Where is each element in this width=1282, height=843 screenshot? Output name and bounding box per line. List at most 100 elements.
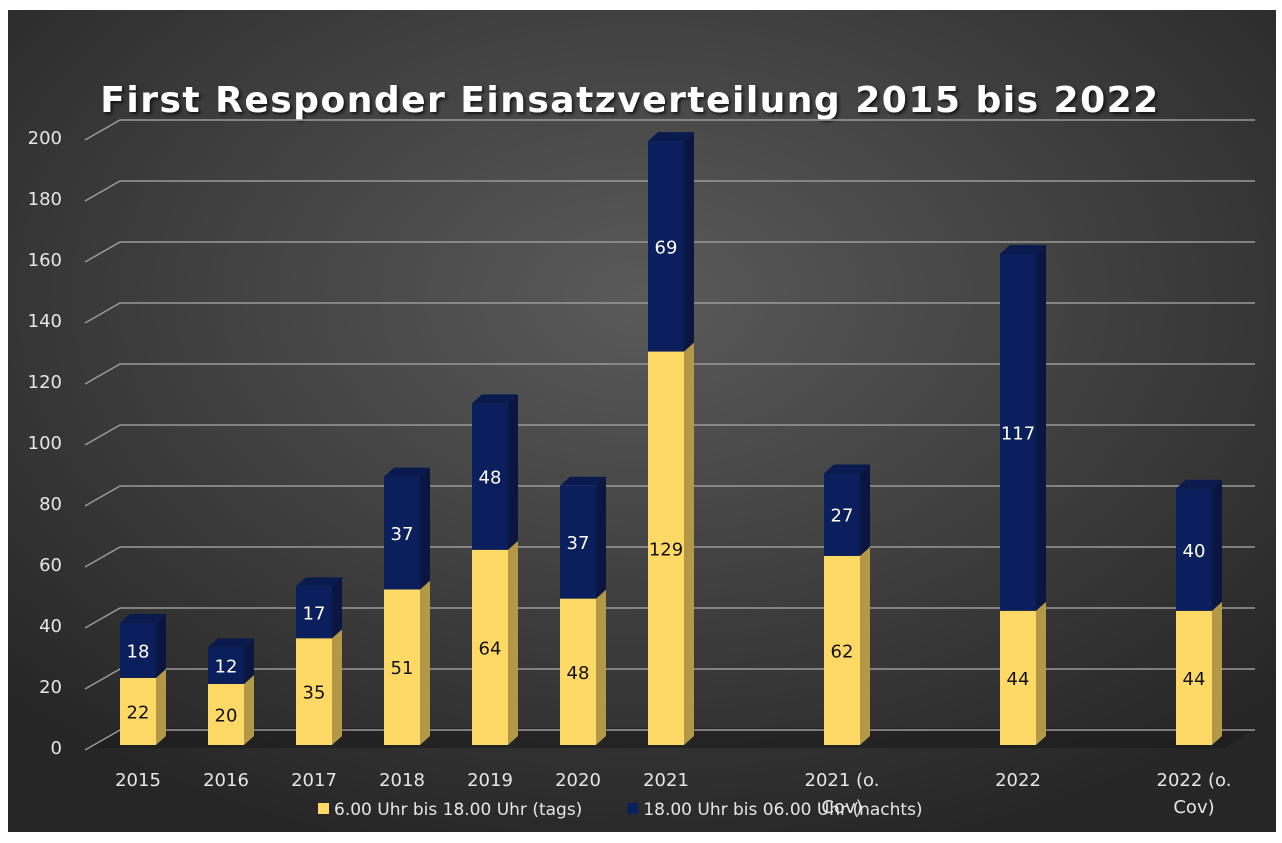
bar — [120, 623, 156, 678]
grid-line — [84, 424, 1255, 446]
bar — [208, 647, 244, 684]
x-tick-line: 2021 — [643, 770, 689, 791]
bar — [384, 476, 420, 590]
bar — [824, 555, 860, 745]
chart-title: First Responder Einsatzverteilung 2015 b… — [100, 80, 1159, 121]
legend-swatch — [627, 803, 639, 814]
data-label: 12 — [215, 657, 238, 678]
bar-side — [332, 577, 342, 639]
data-label: 44 — [1007, 669, 1030, 690]
legend-label: 18.00 Uhr bis 06.00 Uhr (nachts) — [643, 800, 922, 820]
bar-side — [156, 614, 166, 678]
y-tick-label: 200 — [28, 128, 62, 149]
bar — [296, 586, 332, 639]
bar-side — [684, 342, 694, 745]
data-label: 62 — [831, 641, 854, 662]
bar-top — [560, 476, 606, 486]
bar-top — [208, 638, 254, 648]
bar-side — [684, 132, 694, 352]
bar — [1000, 253, 1036, 611]
bar-side — [508, 540, 518, 745]
bar — [560, 485, 596, 599]
bar-side — [420, 467, 430, 590]
grid-line — [84, 241, 1255, 263]
bar-top — [824, 464, 870, 474]
bar-side — [1212, 479, 1222, 611]
grid-line — [84, 607, 1255, 629]
bar — [472, 403, 508, 550]
data-label: 129 — [649, 539, 683, 560]
data-label: 51 — [391, 658, 414, 679]
bar-side — [244, 675, 254, 745]
x-tick-label: 2022 (o. Cov) — [1157, 770, 1232, 818]
x-tick-label: 2019 — [467, 770, 513, 791]
x-tick-line: 2016 — [203, 770, 249, 791]
data-label: 48 — [479, 468, 502, 489]
bar-side — [860, 546, 870, 745]
bar — [208, 684, 244, 745]
bar-top — [120, 614, 166, 623]
data-label: 37 — [567, 533, 590, 554]
bar-top — [384, 467, 430, 477]
x-tick-line: 2021 (o. — [805, 770, 880, 791]
y-tick-label: 20 — [39, 677, 62, 698]
bar — [1176, 488, 1212, 611]
y-tick-label: 160 — [28, 250, 62, 271]
data-label: 40 — [1183, 541, 1206, 562]
x-tick-line: 2022 (o. — [1157, 770, 1232, 791]
y-tick-label: 0 — [51, 738, 62, 759]
x-tick-line: 2019 — [467, 770, 513, 791]
x-tick-line: 2015 — [115, 770, 161, 791]
bar-top — [648, 132, 694, 142]
x-tick-line: Cov) — [1173, 797, 1214, 818]
grid-line — [84, 485, 1255, 507]
bar — [296, 638, 332, 745]
legend-swatch — [318, 803, 329, 814]
data-label: 18 — [127, 641, 150, 662]
data-label: 69 — [655, 237, 678, 258]
bar-side — [508, 394, 518, 550]
bar — [560, 598, 596, 745]
bar-side — [596, 476, 606, 599]
y-tick-label: 140 — [28, 311, 62, 332]
bar — [824, 473, 860, 556]
data-label: 20 — [215, 706, 238, 727]
bar-side — [332, 629, 342, 745]
bar-side — [420, 580, 430, 745]
x-tick-label: 2020 — [555, 770, 601, 791]
y-tick-label: 180 — [28, 189, 62, 210]
x-tick-line: 2020 — [555, 770, 601, 791]
grid-line — [84, 119, 1255, 141]
y-tick-label: 120 — [28, 372, 62, 393]
bar-side — [156, 668, 166, 745]
x-tick-line: 2017 — [291, 770, 337, 791]
x-tick-label: 2021 — [643, 770, 689, 791]
x-tick-label: 2017 — [291, 770, 337, 791]
bar — [648, 141, 684, 352]
grid-line — [84, 363, 1255, 385]
data-label: 17 — [303, 603, 326, 624]
data-label: 117 — [1001, 423, 1035, 444]
data-label: 22 — [127, 702, 150, 723]
bar — [472, 549, 508, 745]
bar — [1176, 610, 1212, 745]
x-tick-line: 2018 — [379, 770, 425, 791]
data-label: 48 — [567, 663, 590, 684]
legend-label: 6.00 Uhr bis 18.00 Uhr (tags) — [334, 800, 582, 820]
bar — [1000, 610, 1036, 745]
bar-top — [1176, 479, 1222, 489]
bar — [384, 589, 420, 745]
data-label: 27 — [831, 506, 854, 527]
data-label: 35 — [303, 683, 326, 704]
bar-side — [1212, 601, 1222, 745]
x-tick-label: 2022 — [995, 770, 1041, 791]
bar-top — [472, 394, 518, 404]
chart-background — [8, 10, 1276, 832]
bar-top — [296, 577, 342, 587]
x-tick-line: 2022 — [995, 770, 1041, 791]
bar — [120, 677, 156, 745]
data-label: 37 — [391, 524, 414, 545]
bar-side — [860, 464, 870, 556]
data-label: 64 — [479, 638, 502, 659]
